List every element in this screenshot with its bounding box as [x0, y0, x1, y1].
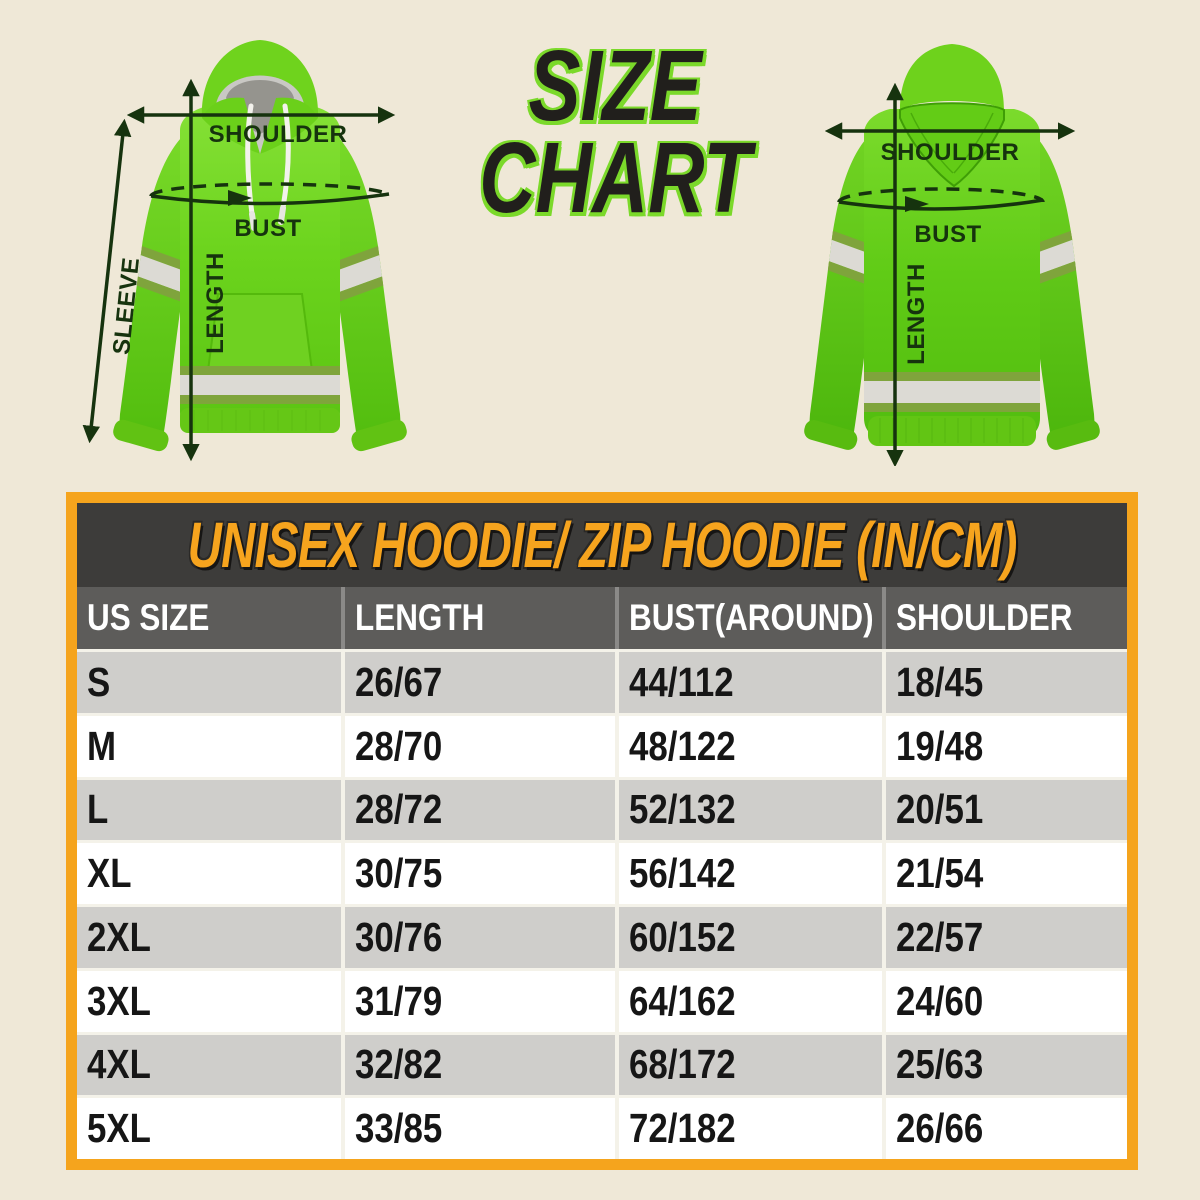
length-cell: 28/72	[341, 779, 615, 841]
back-hem-rib	[868, 416, 1036, 446]
back-hem-rib-texture	[879, 418, 1024, 443]
bust-cell: 64/162	[615, 970, 882, 1032]
back-bust-ellipse-solid	[838, 198, 1044, 211]
size-cell: 5XL	[87, 1105, 151, 1152]
shoulder-cell: 22/57	[882, 907, 1127, 968]
table-body: S 26/67 44/112 18/45 M 28/70 48/122 19/4…	[77, 649, 1127, 1159]
shoulder-cell: 20/51	[882, 779, 1127, 841]
size-cell: M	[87, 722, 117, 769]
front-garment	[113, 40, 407, 452]
size-cell: 2XL	[87, 913, 151, 960]
table-row-xl: XL 30/75 56/142 21/54	[77, 840, 1127, 904]
front-bust-ellipse-dashed	[149, 182, 391, 197]
front-bust-arrowhead	[228, 190, 252, 206]
size-cell: 3XL	[87, 977, 151, 1024]
table-title: UNISEX HOODIE/ ZIP HOODIE (IN/CM)	[187, 509, 1018, 581]
heading-line-chart: CHART	[479, 122, 751, 234]
hoodie-back-view-photo: SHOULDER BUST LENGTH	[804, 44, 1100, 466]
size-cell: L	[87, 786, 109, 833]
bust-cell: 60/152	[615, 907, 882, 968]
table-row-5xl: 5XL 33/85 72/182 26/66	[77, 1095, 1127, 1159]
table-row-2xl: 2XL 30/76 60/152 22/57	[77, 904, 1127, 968]
column-header-length: LENGTH	[341, 587, 615, 649]
size-cell: XL	[87, 850, 132, 897]
shoulder-cell: 21/54	[882, 843, 1127, 904]
heading-line-size: SIZE	[528, 30, 702, 142]
front-bust-ellipse-solid	[150, 192, 390, 206]
table-title-bar: UNISEX HOODIE/ ZIP HOODIE (IN/CM)	[77, 503, 1127, 587]
back-length-label: LENGTH	[903, 263, 930, 365]
table-row-4xl: 4XL 32/82 68/172 25/63	[77, 1031, 1127, 1096]
front-hem-rib	[180, 408, 340, 433]
front-bust-label: BUST	[234, 215, 301, 242]
back-left-cuff	[804, 420, 858, 450]
shoulder-cell: 18/45	[882, 652, 1127, 713]
length-cell: 26/67	[341, 652, 615, 713]
bust-cell: 68/172	[615, 1034, 882, 1096]
bust-cell: 56/142	[615, 843, 882, 904]
front-shoulder-label: SHOULDER	[209, 121, 348, 148]
column-header-shoulder: SHOULDER	[882, 587, 1127, 649]
bust-cell: 44/112	[615, 652, 882, 713]
size-cell: S	[87, 658, 111, 705]
front-length-label: LENGTH	[202, 252, 229, 354]
table-row-s: S 26/67 44/112 18/45	[77, 649, 1127, 713]
bust-cell: 72/182	[615, 1098, 882, 1159]
shoulder-cell: 25/63	[882, 1034, 1127, 1096]
size-cell: 4XL	[87, 1041, 151, 1088]
front-sleeve-arrow	[82, 118, 132, 444]
shoulder-cell: 24/60	[882, 970, 1127, 1032]
front-hem-reflective-stripe	[180, 366, 340, 404]
shoulder-cell: 26/66	[882, 1098, 1127, 1159]
front-right-cuff	[351, 419, 407, 452]
length-cell: 28/70	[341, 715, 615, 777]
shoulder-cell: 19/48	[882, 715, 1127, 777]
back-right-cuff	[1046, 420, 1100, 450]
table-header-row: US SIZE LENGTH BUST(AROUND) SHOULDER	[77, 587, 1127, 649]
column-header-bust: BUST(AROUND)	[615, 587, 882, 649]
size-chart-table: UNISEX HOODIE/ ZIP HOODIE (IN/CM) US SIZ…	[66, 492, 1138, 1170]
length-cell: 32/82	[341, 1034, 615, 1096]
back-measurement-arrows	[824, 82, 1076, 466]
length-cell: 33/85	[341, 1098, 615, 1159]
back-hem-reflective-stripe	[864, 372, 1040, 412]
back-bust-arrowhead	[905, 196, 929, 212]
table-row-l: L 28/72 52/132 20/51	[77, 776, 1127, 841]
back-bust-label: BUST	[914, 221, 981, 248]
table-row-3xl: 3XL 31/79 64/162 24/60	[77, 967, 1127, 1032]
column-header-us-size: US SIZE	[87, 597, 210, 638]
bust-cell: 48/122	[615, 715, 882, 777]
back-hood-folds	[910, 112, 994, 174]
front-measurement-arrows	[82, 78, 396, 462]
length-cell: 30/75	[341, 843, 615, 904]
bust-cell: 52/132	[615, 779, 882, 841]
back-hood	[900, 44, 1004, 110]
hoodie-front-view-photo: SHOULDER BUST SLEEVE LENGTH	[82, 40, 407, 462]
size-chart-heading: SIZE CHART	[428, 30, 802, 234]
length-cell: 30/76	[341, 907, 615, 968]
length-cell: 31/79	[341, 970, 615, 1032]
back-garment	[804, 44, 1100, 450]
back-shoulder-label: SHOULDER	[881, 139, 1020, 166]
table-row-m: M 28/70 48/122 19/48	[77, 712, 1127, 777]
